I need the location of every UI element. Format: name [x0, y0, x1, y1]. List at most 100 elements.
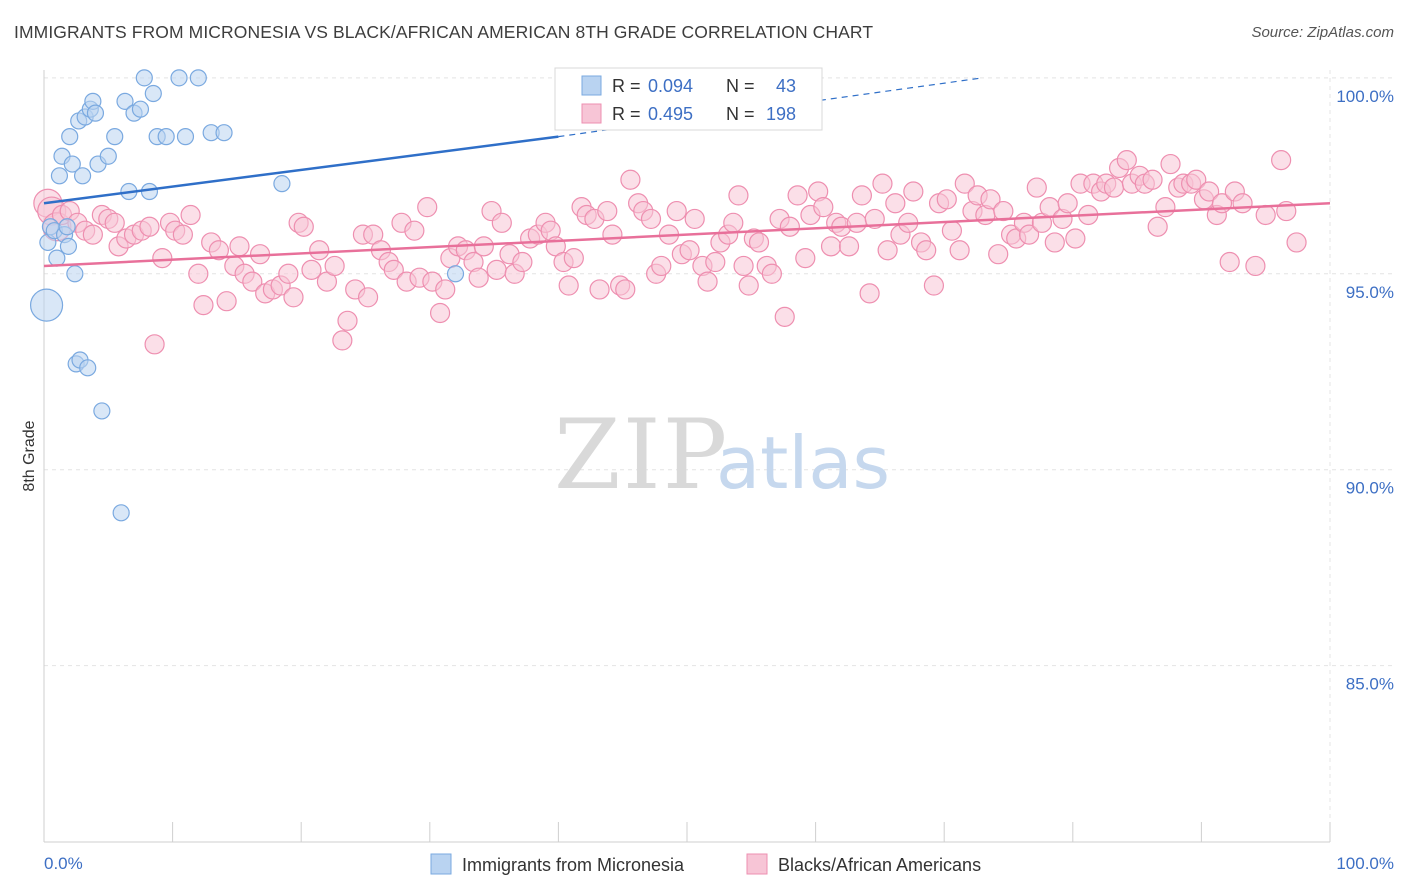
- source-credit: Source: ZipAtlas.com: [1251, 24, 1394, 41]
- data-point: [1044, 232, 1065, 253]
- data-point: [193, 295, 214, 316]
- points-blacks-african-americans: [33, 150, 1307, 355]
- data-point: [176, 128, 195, 146]
- data-point: [1026, 177, 1047, 198]
- stats-legend: R = 0.094 N = 43 R = 0.495 N = 198: [554, 67, 823, 131]
- y-tick-label: 90.0%: [1346, 479, 1394, 498]
- data-point: [813, 197, 834, 218]
- data-point: [301, 259, 322, 280]
- data-point: [357, 287, 379, 308]
- watermark-zip: ZIP: [554, 399, 729, 511]
- data-point: [106, 128, 124, 146]
- legend-n-value: 198: [766, 104, 796, 124]
- data-point: [795, 248, 816, 269]
- data-point: [229, 236, 250, 257]
- data-point: [135, 69, 153, 87]
- data-point: [144, 84, 162, 103]
- data-point: [589, 279, 610, 300]
- data-point: [332, 330, 353, 351]
- legend-n-value: 43: [776, 76, 796, 96]
- data-point: [152, 248, 173, 269]
- data-point: [112, 504, 130, 522]
- data-point: [885, 193, 906, 214]
- data-point: [1057, 193, 1078, 214]
- data-point: [1155, 197, 1176, 218]
- data-point: [309, 240, 330, 261]
- data-point: [1286, 232, 1307, 253]
- data-point: [189, 69, 207, 87]
- data-point: [1271, 150, 1292, 171]
- data-point: [684, 208, 705, 230]
- data-point: [278, 263, 299, 284]
- data-point: [473, 236, 494, 257]
- y-tick-labels: 100.0% 95.0% 90.0% 85.0%: [1336, 87, 1394, 694]
- data-point: [602, 224, 623, 245]
- data-point: [651, 255, 672, 277]
- data-point: [157, 128, 175, 146]
- data-point: [1160, 153, 1181, 175]
- data-point: [761, 263, 782, 284]
- data-point: [93, 402, 111, 420]
- data-point: [131, 100, 150, 118]
- data-point: [99, 147, 117, 165]
- points-immigrants-from-micronesia: [29, 69, 465, 522]
- data-point: [1186, 169, 1207, 190]
- legend-swatch-pink: [581, 103, 602, 124]
- data-point: [666, 200, 687, 222]
- data-point: [820, 236, 842, 257]
- data-point: [29, 288, 64, 322]
- legend-n-label: N =: [726, 104, 755, 124]
- data-point: [435, 279, 456, 300]
- data-point: [1018, 224, 1040, 245]
- data-point: [846, 212, 867, 233]
- data-point: [988, 244, 1009, 265]
- data-point: [723, 212, 744, 233]
- data-point: [859, 283, 880, 304]
- watermark-atlas: atlas: [716, 421, 890, 505]
- series-legend-label-micronesia: Immigrants from Micronesia: [462, 855, 685, 875]
- data-point: [337, 310, 358, 331]
- data-point: [404, 220, 425, 241]
- data-point: [1199, 181, 1220, 202]
- data-point: [61, 128, 79, 146]
- data-point: [738, 275, 759, 296]
- data-point: [383, 259, 404, 280]
- series-legend-label-black: Blacks/African Americans: [778, 855, 981, 875]
- data-point: [208, 240, 229, 261]
- data-point: [180, 204, 201, 226]
- data-point: [916, 240, 937, 261]
- data-point: [620, 169, 641, 190]
- data-point: [1065, 228, 1086, 249]
- data-point: [66, 265, 84, 283]
- data-point: [242, 271, 263, 292]
- data-point: [446, 265, 465, 283]
- data-point: [104, 212, 125, 233]
- data-point: [79, 359, 97, 377]
- data-point: [1255, 204, 1276, 226]
- x-tick-label-max: 100.0%: [1336, 854, 1394, 873]
- data-point: [980, 189, 1001, 210]
- data-point: [787, 185, 808, 206]
- data-point: [144, 334, 165, 355]
- y-axis-label: 8th Grade: [21, 420, 38, 491]
- legend-r-value: 0.094: [648, 76, 693, 96]
- data-point: [170, 69, 188, 87]
- data-point: [640, 208, 662, 230]
- data-point: [838, 236, 860, 257]
- y-tick-label: 95.0%: [1346, 283, 1394, 302]
- data-point: [273, 175, 291, 193]
- data-point: [486, 259, 507, 280]
- data-point: [50, 167, 69, 185]
- legend-n-label: N =: [726, 76, 755, 96]
- data-point: [1232, 193, 1253, 214]
- data-point: [774, 306, 795, 327]
- data-point: [1219, 251, 1240, 273]
- trendline-micronesia: [43, 135, 559, 205]
- data-point: [877, 240, 898, 261]
- data-point: [293, 216, 314, 237]
- data-point: [215, 124, 233, 142]
- trendline-blacks-african-americans: [43, 201, 1331, 268]
- data-point: [172, 224, 193, 245]
- series-legend: Immigrants from Micronesia Blacks/Africa…: [430, 853, 981, 875]
